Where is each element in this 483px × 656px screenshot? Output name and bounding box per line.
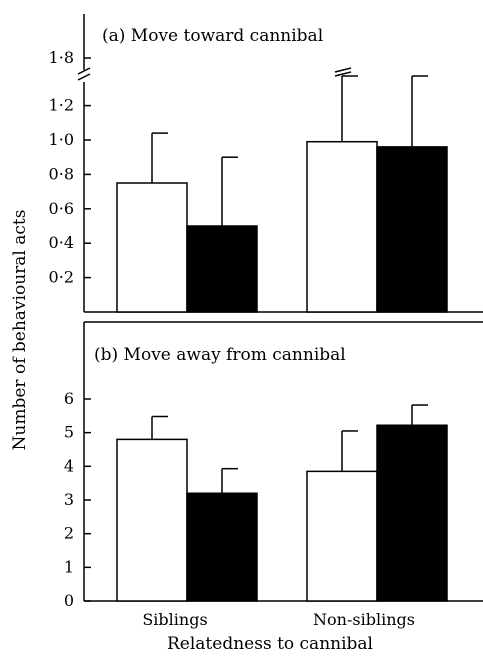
panel-b: (b) Move away from cannibal 0 1 2 3 4 5 6 xyxy=(64,321,483,610)
panel-a-bar-non-siblings-series-2 xyxy=(376,146,448,313)
panel-a-y-tick-label: 0·8 xyxy=(49,164,74,183)
panel-b-bar-non-siblings-series-1 xyxy=(306,470,378,602)
panel-b-y-tick-label: 0 xyxy=(64,591,74,610)
panel-b-bar-siblings-series-2 xyxy=(186,492,258,602)
y-axis-title: Number of behavioural acts xyxy=(10,210,30,451)
panel-a-error-break-mark xyxy=(334,71,352,77)
panel-a-error-break-mark xyxy=(334,67,352,73)
panel-a-y-tick-label: 1·0 xyxy=(49,130,74,149)
panel-a-axis-break-mark xyxy=(77,67,91,75)
panel-b-y-tick-label: 6 xyxy=(64,389,74,408)
panel-b-bar-siblings-series-1 xyxy=(116,438,188,602)
panel-a-bar-non-siblings-series-1 xyxy=(306,140,378,313)
panel-b-y-tick-label: 4 xyxy=(64,456,74,475)
panel-a-title: (a) Move toward cannibal xyxy=(102,26,323,46)
panel-a-y-tick-label: 1·2 xyxy=(49,96,74,115)
x-tick-label-siblings: Siblings xyxy=(142,610,207,629)
panel-a-bar-siblings-series-2 xyxy=(186,225,258,313)
x-axis-title: Relatedness to cannibal xyxy=(167,634,373,654)
panel-b-y-tick-label: 3 xyxy=(64,490,74,509)
panel-a-y-tick-label: 0·2 xyxy=(49,268,74,287)
panel-b-bar-non-siblings-series-2 xyxy=(376,424,448,602)
panel-a-y-tick-label: 0·4 xyxy=(49,233,74,252)
panel-a-axis-break-mark xyxy=(77,73,91,81)
panel-b-y-tick-label: 1 xyxy=(64,557,74,576)
panel-b-y-tick-label: 2 xyxy=(64,524,74,543)
panel-a: (a) Move toward cannibal 0·2 0·4 0·6 0·8 1·0… xyxy=(49,14,483,313)
panel-a-bar-siblings-series-1 xyxy=(116,182,188,313)
x-tick-label-non-siblings: Non-siblings xyxy=(313,610,415,629)
panel-b-title: (b) Move away from cannibal xyxy=(94,345,346,365)
panel-b-y-tick-label: 5 xyxy=(64,423,74,442)
panel-a-y-tick-label: 1·8 xyxy=(49,48,74,67)
panel-a-y-tick-label: 0·6 xyxy=(49,199,74,218)
